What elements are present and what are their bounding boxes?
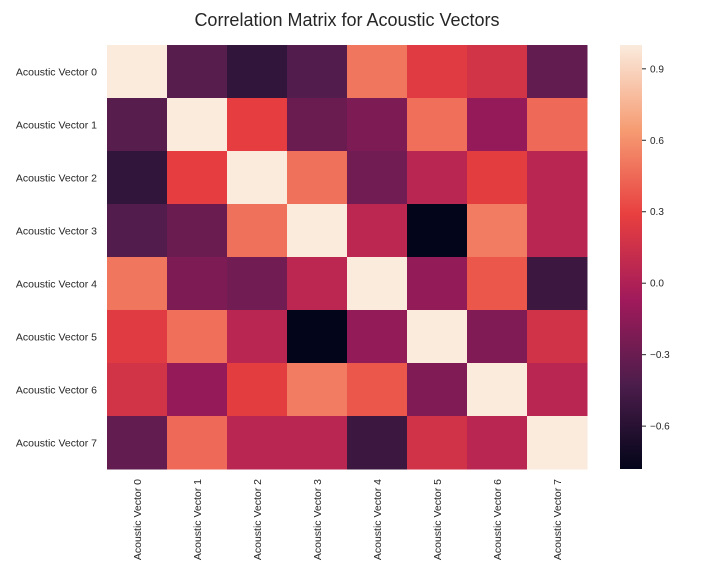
row-label: Acoustic Vector 6 [16,385,97,397]
column-label: Acoustic Vector 2 [252,479,264,560]
heatmap-cell-5-7 [527,310,588,364]
heatmap-cell-1-2 [227,98,288,152]
heatmap-cell-2-3 [287,151,348,205]
colorbar-tick-label: 0.0 [650,279,664,290]
heatmap-cell-7-4 [347,416,408,470]
heatmap-cell-5-2 [227,310,288,364]
heatmap-cell-0-4 [347,45,408,99]
heatmap-cell-3-2 [227,204,288,258]
colorbar-tick-label: 0.9 [650,64,664,75]
colorbar: 0.9 0.6 0.3 0.0 −0.3 −0.6 [620,45,670,469]
heatmap-cell-5-6 [467,310,528,364]
heatmap-cell-6-2 [227,363,288,417]
heatmap-cell-1-1 [167,98,228,152]
heatmap-cell-1-3 [287,98,348,152]
heatmap-cell-3-7 [527,204,588,258]
row-labels: Acoustic Vector 0 Acoustic Vector 1 Acoust… [16,67,97,450]
heatmap-cell-3-5 [407,204,468,258]
heatmap-cell-4-6 [467,257,528,311]
heatmap-cell-1-4 [347,98,408,152]
heatmap-cell-2-0 [107,151,168,205]
row-label: Acoustic Vector 3 [16,226,97,238]
heatmap-cell-2-6 [467,151,528,205]
heatmap-cell-3-0 [107,204,168,258]
heatmap-cell-7-7 [527,416,588,470]
colorbar-tick-label: −0.6 [650,422,670,433]
colorbar-tick-label: −0.3 [650,350,670,361]
heatmap-cell-5-3 [287,310,348,364]
chart-title: Correlation Matrix for Acoustic Vectors [194,10,499,30]
column-labels: Acoustic Vector 0 Acoustic Vector 1 Acoust… [132,479,564,560]
column-label: Acoustic Vector 1 [192,479,204,560]
heatmap-cell-0-3 [287,45,348,99]
heatmap-cells [107,45,588,470]
column-label: Acoustic Vector 6 [492,479,504,560]
heatmap-cell-2-7 [527,151,588,205]
heatmap-cell-0-5 [407,45,468,99]
heatmap-cell-0-2 [227,45,288,99]
heatmap-cell-3-4 [347,204,408,258]
row-label: Acoustic Vector 5 [16,332,97,344]
heatmap-cell-7-5 [407,416,468,470]
heatmap-cell-0-0 [107,45,168,99]
heatmap-cell-7-3 [287,416,348,470]
heatmap-cell-2-5 [407,151,468,205]
heatmap-cell-5-4 [347,310,408,364]
heatmap-cell-5-0 [107,310,168,364]
colorbar-tick-label: 0.6 [650,136,664,147]
row-label: Acoustic Vector 1 [16,120,97,132]
heatmap-cell-7-6 [467,416,528,470]
heatmap-cell-4-4 [347,257,408,311]
heatmap-cell-4-1 [167,257,228,311]
heatmap-cell-5-5 [407,310,468,364]
heatmap-cell-4-7 [527,257,588,311]
heatmap-cell-6-3 [287,363,348,417]
heatmap-cell-7-2 [227,416,288,470]
row-label: Acoustic Vector 2 [16,173,97,185]
column-label: Acoustic Vector 3 [312,479,324,560]
heatmap-cell-2-4 [347,151,408,205]
heatmap-cell-3-1 [167,204,228,258]
heatmap-cell-1-5 [407,98,468,152]
heatmap-cell-6-5 [407,363,468,417]
row-label: Acoustic Vector 7 [16,438,97,450]
column-label: Acoustic Vector 5 [432,479,444,560]
heatmap-cell-4-5 [407,257,468,311]
heatmap-cell-2-1 [167,151,228,205]
heatmap-cell-1-7 [527,98,588,152]
column-label: Acoustic Vector 7 [552,479,564,560]
heatmap-cell-4-0 [107,257,168,311]
row-label: Acoustic Vector 0 [16,67,97,79]
heatmap-cell-4-3 [287,257,348,311]
column-label: Acoustic Vector 4 [372,479,384,560]
heatmap-cell-7-0 [107,416,168,470]
heatmap-cell-0-1 [167,45,228,99]
heatmap-cell-0-7 [527,45,588,99]
heatmap-cell-6-7 [527,363,588,417]
heatmap-cell-3-6 [467,204,528,258]
heatmap-cell-6-4 [347,363,408,417]
heatmap-cell-5-1 [167,310,228,364]
heatmap-cell-6-1 [167,363,228,417]
heatmap-cell-2-2 [227,151,288,205]
heatmap-cell-1-0 [107,98,168,152]
heatmap-cell-6-0 [107,363,168,417]
column-label: Acoustic Vector 0 [132,479,144,560]
row-label: Acoustic Vector 4 [16,279,97,291]
heatmap-cell-1-6 [467,98,528,152]
colorbar-gradient [620,45,642,469]
heatmap-cell-0-6 [467,45,528,99]
heatmap-cell-4-2 [227,257,288,311]
heatmap-cell-3-3 [287,204,348,258]
heatmap-cell-6-6 [467,363,528,417]
heatmap-cell-7-1 [167,416,228,470]
colorbar-tick-label: 0.3 [650,207,664,218]
